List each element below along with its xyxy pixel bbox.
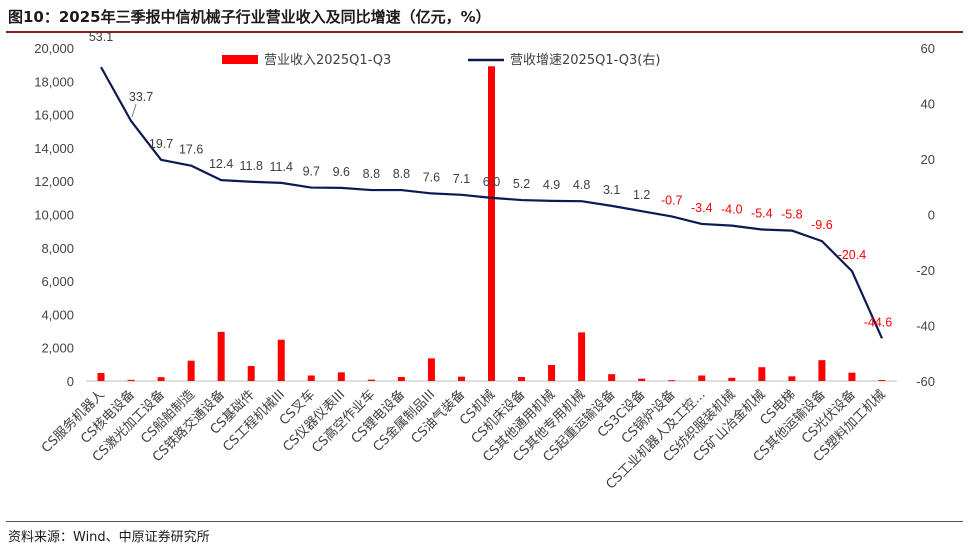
data-labels: 53.1 33.7 19.7 17.6 12.4 11.8 11.4 9.7 9.6 8.8 8.8…: [89, 30, 892, 329]
growth-data-label: -0.7: [661, 193, 683, 207]
growth-data-label: 8.8: [393, 167, 410, 181]
revenue-bar: [397, 377, 405, 381]
growth-data-label: 7.1: [453, 172, 470, 186]
legend-bar-swatch: [222, 55, 258, 64]
y-left-tick-label: 2,000: [41, 341, 74, 356]
y-right-tick-label: -40: [916, 319, 935, 334]
growth-data-label: 11.8: [240, 159, 263, 173]
line-series: [100, 66, 883, 339]
revenue-bar: [698, 375, 706, 381]
revenue-bar: [548, 365, 556, 381]
y-left-tick-label: 12,000: [34, 174, 74, 189]
legend-line-label: 营收增速2025Q1-Q3(右): [510, 53, 660, 68]
revenue-bar: [457, 376, 465, 381]
y-right-tick-label: -60: [916, 374, 935, 389]
revenue-bar: [367, 379, 375, 381]
growth-data-label: -44.6: [864, 315, 893, 329]
revenue-bar: [427, 358, 435, 381]
growth-data-label: 11.4: [270, 160, 293, 174]
growth-data-label: -4.0: [721, 203, 743, 217]
y-left-tick-label: 14,000: [34, 141, 74, 156]
revenue-bar: [518, 377, 526, 381]
growth-data-label: 53.1: [89, 30, 113, 44]
category-labels: CS服务机器人CS核电设备CS激光加工设备CS船舶制造CS铁路交通设备CS基础件…: [38, 387, 889, 493]
growth-data-label: 4.9: [543, 178, 560, 192]
revenue-bar: [337, 372, 345, 381]
title-rule: [6, 31, 963, 33]
y-left-tick-label: 4,000: [41, 307, 74, 322]
growth-data-label: -9.6: [811, 218, 833, 232]
y-right-tick-label: 20: [921, 152, 935, 167]
y-right-tick-label: 60: [921, 41, 935, 56]
label-leader-line: [131, 103, 137, 118]
footer-rule: [6, 521, 963, 522]
figure-title: 图10：2025年三季报中信机械子行业营业收入及同比增速（亿元，%）: [8, 8, 491, 26]
revenue-bar: [788, 376, 796, 381]
growth-data-label: 17.6: [179, 143, 203, 157]
growth-data-label: -5.4: [751, 206, 773, 220]
y-left-tick-label: 6,000: [41, 274, 74, 289]
revenue-bar: [608, 374, 616, 381]
growth-data-label: 12.4: [209, 157, 233, 171]
revenue-bar: [848, 372, 856, 381]
y-right-tick-label: 0: [928, 208, 935, 223]
y-right-tick-label: 40: [921, 97, 935, 112]
growth-data-label: 9.7: [303, 165, 320, 179]
revenue-bar: [247, 366, 255, 381]
revenue-bar: [127, 379, 135, 381]
y-left-tick-label: 20,000: [34, 41, 74, 56]
y-left-tick-label: 8,000: [41, 241, 74, 256]
growth-data-label: 1.2: [633, 188, 650, 202]
growth-data-label: 5.2: [513, 177, 530, 191]
legend-bar-label: 营业收入2025Q1-Q3: [264, 53, 391, 68]
revenue-bar: [728, 377, 736, 381]
growth-data-label: -3.4: [691, 201, 713, 215]
revenue-bar: [488, 66, 495, 381]
y-left-tick-label: 10,000: [34, 208, 74, 223]
growth-data-label: 4.8: [573, 178, 590, 192]
revenue-bar: [668, 380, 676, 382]
revenue-bar: [878, 380, 886, 382]
revenue-bar: [758, 367, 766, 381]
growth-line: [100, 66, 883, 339]
y-left-tick-label: 16,000: [34, 108, 74, 123]
revenue-bar: [187, 360, 195, 381]
revenue-bar: [578, 332, 586, 381]
revenue-bar: [217, 331, 225, 381]
growth-data-label: 8.8: [363, 167, 380, 181]
growth-data-label: 33.7: [129, 90, 153, 104]
revenue-growth-chart: 0 2,000 4,000 6,000 8,000 10,000 12,000 14,000 1…: [34, 30, 935, 493]
revenue-bar: [638, 378, 646, 381]
y-left-tick-label: 18,000: [34, 74, 74, 89]
growth-data-label: 19.7: [149, 137, 173, 151]
growth-data-label: -5.8: [781, 208, 803, 222]
y-left-tick-label: 0: [67, 374, 74, 389]
growth-data-label: 3.1: [603, 183, 620, 197]
growth-data-label: 9.6: [333, 165, 350, 179]
revenue-bar: [97, 373, 105, 381]
chart-axes: 0 2,000 4,000 6,000 8,000 10,000 12,000 14,000 1…: [34, 41, 935, 389]
revenue-bar: [277, 339, 285, 381]
source-note: 资料来源：Wind、中原证券研究所: [8, 530, 210, 545]
revenue-bar: [307, 375, 315, 381]
revenue-bar: [157, 377, 165, 381]
legend: 营业收入2025Q1-Q3 营收增速2025Q1-Q3(右): [222, 53, 660, 68]
growth-data-label: 7.6: [423, 170, 440, 184]
revenue-bar: [818, 360, 826, 381]
bar-series: [97, 66, 886, 382]
y-right-tick-label: -20: [916, 263, 935, 278]
growth-data-label: 6.0: [483, 175, 500, 189]
growth-data-label: -20.4: [838, 248, 867, 262]
